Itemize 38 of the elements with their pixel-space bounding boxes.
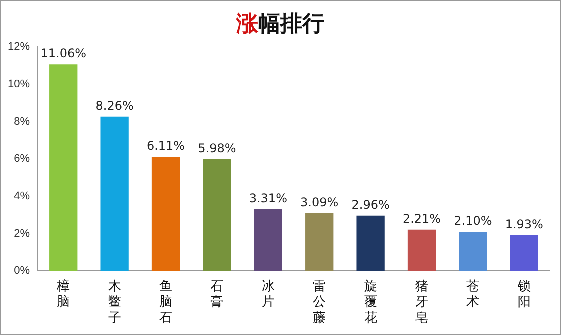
data-label: 2.10% bbox=[454, 214, 492, 228]
data-label: 1.93% bbox=[505, 217, 544, 232]
x-tick-label: 苍术 bbox=[466, 278, 480, 310]
data-label: 5.98% bbox=[198, 142, 236, 156]
x-tick-label: 冰片 bbox=[262, 278, 275, 310]
bar bbox=[50, 64, 78, 272]
bar bbox=[408, 230, 436, 272]
data-label: 2.96% bbox=[352, 198, 390, 212]
y-tick-label: 0% bbox=[14, 265, 30, 278]
data-label: 3.09% bbox=[300, 196, 339, 210]
bar bbox=[254, 209, 282, 272]
x-tick-label: 鱼脑石 bbox=[160, 278, 173, 325]
y-tick-label: 4% bbox=[14, 190, 30, 202]
x-tick-label: 雷公藤 bbox=[313, 278, 326, 325]
x-tick-label: 猪牙皂 bbox=[416, 278, 429, 325]
bar bbox=[100, 116, 129, 272]
data-label: 8.26% bbox=[96, 99, 134, 113]
y-tick-label: 10% bbox=[8, 78, 30, 90]
chart-title: 涨幅排行 bbox=[235, 11, 326, 39]
x-tick-label: 锁阳 bbox=[516, 278, 531, 310]
x-tick-label: 石膏 bbox=[210, 278, 224, 310]
y-tick-label: 6% bbox=[14, 153, 30, 166]
data-label: 6.11% bbox=[146, 139, 186, 154]
y-tick-label: 8% bbox=[14, 116, 30, 128]
bar bbox=[459, 232, 488, 272]
x-tick-label: 旋覆花 bbox=[364, 278, 378, 325]
y-tick-label: 12% bbox=[8, 41, 30, 54]
data-label: 2.21% bbox=[402, 212, 442, 226]
bar bbox=[306, 213, 334, 272]
bar bbox=[510, 235, 538, 272]
data-label: 11.06% bbox=[40, 46, 86, 61]
y-tick-label: 2% bbox=[14, 228, 30, 240]
x-tick-label: 木鳖子 bbox=[108, 278, 122, 325]
bar bbox=[356, 216, 385, 272]
bar bbox=[203, 159, 232, 272]
x-tick-label: 樟脑 bbox=[56, 278, 70, 310]
data-label: 3.31% bbox=[249, 191, 288, 206]
bar bbox=[152, 157, 180, 272]
